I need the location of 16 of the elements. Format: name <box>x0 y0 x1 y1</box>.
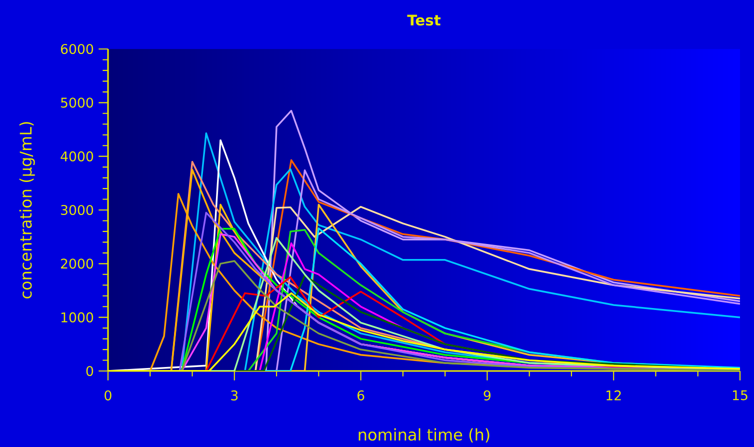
x-tick-label: 3 <box>231 390 238 400</box>
y-tick-label: 2000 <box>61 258 94 269</box>
y-tick-label: 5000 <box>61 98 94 108</box>
y-tick-label: 0 <box>86 366 94 376</box>
y-tick-label: 6000 <box>60 44 94 54</box>
y-tick-label: 3000 <box>61 204 94 216</box>
x-tick-label: 15 <box>732 390 748 400</box>
y-axis-title: concentration (µg/mL) <box>19 122 35 298</box>
x-tick-label: 9 <box>484 390 491 400</box>
chart-title: Test <box>407 14 441 26</box>
x-tick-label: 12 <box>606 390 621 400</box>
y-tick-label: 4000 <box>60 151 94 162</box>
x-tick-label: 6 <box>358 390 364 400</box>
y-tick-label: 1000 <box>61 312 94 322</box>
x-axis-title: nominal time (h) <box>358 428 490 443</box>
x-tick-label: 0 <box>104 390 112 400</box>
